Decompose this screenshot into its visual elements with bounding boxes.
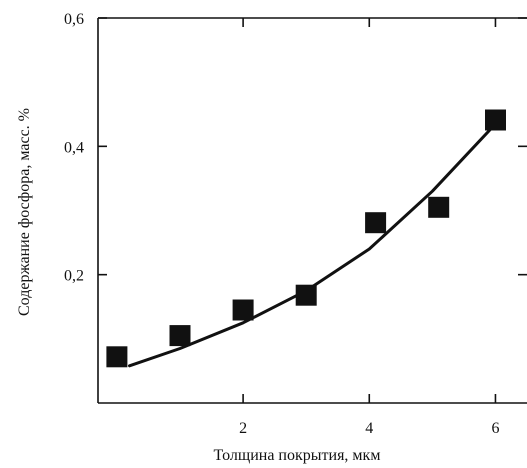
data-points-layer [106,109,506,368]
data-point-5 [365,212,387,234]
plot-frame [97,17,527,404]
data-point-4 [295,284,317,306]
x-tick-label-2: 2 [239,420,247,437]
axis-ticks: 2 4 6 0,2 0,4 0,6 [64,11,527,437]
data-point-6 [428,196,450,218]
y-axis-label: Содержание фосфора, масс. % [16,108,33,316]
x-tick-label-4: 4 [365,420,373,437]
data-point-2 [169,325,191,347]
data-point-7 [485,109,506,131]
x-axis-label: Толщина покрытия, мкм [214,447,381,464]
data-point-1 [106,346,128,368]
data-point-3 [232,299,254,321]
y-tick-label-0,2: 0,2 [64,268,84,285]
x-tick-label-6: 6 [491,420,499,437]
y-tick-label-0,4: 0,4 [64,139,84,156]
y-tick-label-0,6: 0,6 [64,11,84,28]
